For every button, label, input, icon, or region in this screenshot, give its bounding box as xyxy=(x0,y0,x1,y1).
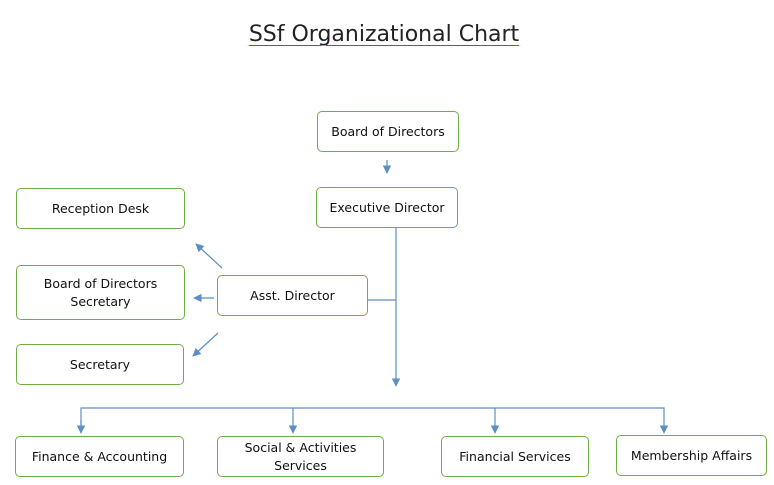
chart-title: SSf Organizational Chart xyxy=(0,22,768,47)
node-label: Finance & Accounting xyxy=(31,448,168,464)
arrow-asst-to-reception xyxy=(195,243,223,269)
node-label: Board of Directors xyxy=(331,123,445,139)
node-label: Executive Director xyxy=(329,199,445,215)
node-reception-desk: Reception Desk xyxy=(16,188,185,229)
node-label: Social & Activities Services xyxy=(244,439,357,473)
node-label: Board of Directors Secretary xyxy=(43,275,158,309)
node-finance-accounting: Finance & Accounting xyxy=(15,436,184,477)
node-asst-director: Asst. Director xyxy=(217,275,368,316)
node-executive-director: Executive Director xyxy=(316,187,458,228)
node-label: Financial Services xyxy=(459,448,571,464)
node-label: Reception Desk xyxy=(51,200,150,216)
node-label: Secretary xyxy=(69,356,131,372)
node-social-activities: Social & Activities Services xyxy=(217,436,384,477)
node-board-of-directors: Board of Directors xyxy=(317,111,459,152)
node-financial-services: Financial Services xyxy=(441,436,589,477)
line-department-bus xyxy=(80,407,669,434)
node-secretary: Secretary xyxy=(16,344,184,385)
node-label: Asst. Director xyxy=(250,287,335,303)
node-membership-affairs: Membership Affairs xyxy=(616,435,767,476)
node-label: Membership Affairs xyxy=(630,447,753,463)
chart-title-text: SSf Organizational Chart xyxy=(248,22,520,47)
node-board-secretary: Board of Directors Secretary xyxy=(16,265,185,320)
arrow-asst-to-secretary xyxy=(192,332,219,357)
